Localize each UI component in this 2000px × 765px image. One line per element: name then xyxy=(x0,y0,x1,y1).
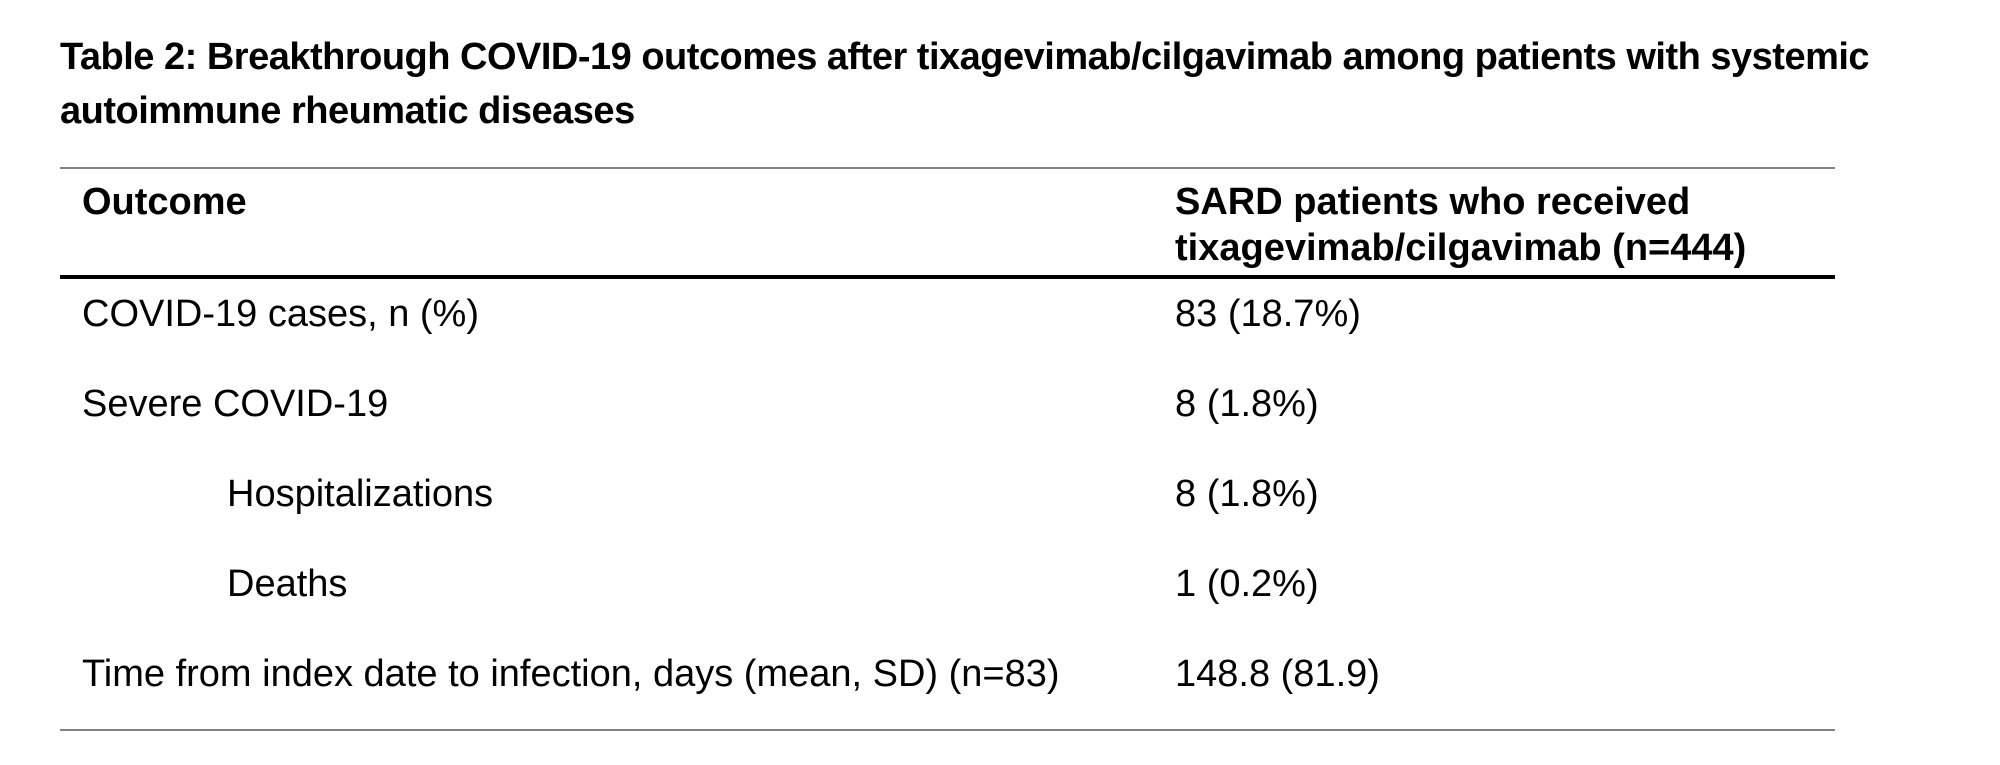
row-label: Time from index date to infection, days … xyxy=(82,653,1060,695)
table-body: COVID-19 cases, n (%) 83 (18.7%) Severe … xyxy=(60,279,1835,731)
table-row-time-to-infection: Time from index date to infection, days … xyxy=(60,639,1835,729)
row-label: Severe COVID-19 xyxy=(82,383,389,425)
row-value: 1 (0.2%) xyxy=(1175,563,1319,605)
row-value: 148.8 (81.9) xyxy=(1175,653,1380,695)
column-header-sard-line-2: tixagevimab/cilgavimab (n=444) xyxy=(1175,227,1747,269)
table-row-hospitalizations: Hospitalizations 8 (1.8%) xyxy=(60,459,1835,549)
table-caption: Table 2: Breakthrough COVID-19 outcomes … xyxy=(60,30,1870,138)
table-caption-line-1: Table 2: Breakthrough COVID-19 outcomes … xyxy=(60,36,1870,78)
table-header-row: Outcome SARD patients who received tixag… xyxy=(60,167,1835,279)
outcomes-table: Outcome SARD patients who received tixag… xyxy=(60,167,1835,731)
row-value: 8 (1.8%) xyxy=(1175,473,1319,515)
row-label: Hospitalizations xyxy=(227,473,494,515)
column-header-outcome: Outcome xyxy=(82,181,247,223)
row-label: Deaths xyxy=(227,563,348,605)
row-value: 8 (1.8%) xyxy=(1175,383,1319,425)
table-row-severe-covid: Severe COVID-19 8 (1.8%) xyxy=(60,369,1835,459)
row-label: COVID-19 cases, n (%) xyxy=(82,293,479,335)
table-row-deaths: Deaths 1 (0.2%) xyxy=(60,549,1835,639)
table-caption-line-2: autoimmune rheumatic diseases xyxy=(60,90,635,132)
column-header-sard-group: SARD patients who received tixagevimab/c… xyxy=(1175,179,1835,271)
table-row-covid-cases: COVID-19 cases, n (%) 83 (18.7%) xyxy=(60,279,1835,369)
column-header-sard-line-1: SARD patients who received xyxy=(1175,181,1691,223)
row-value: 83 (18.7%) xyxy=(1175,293,1361,335)
